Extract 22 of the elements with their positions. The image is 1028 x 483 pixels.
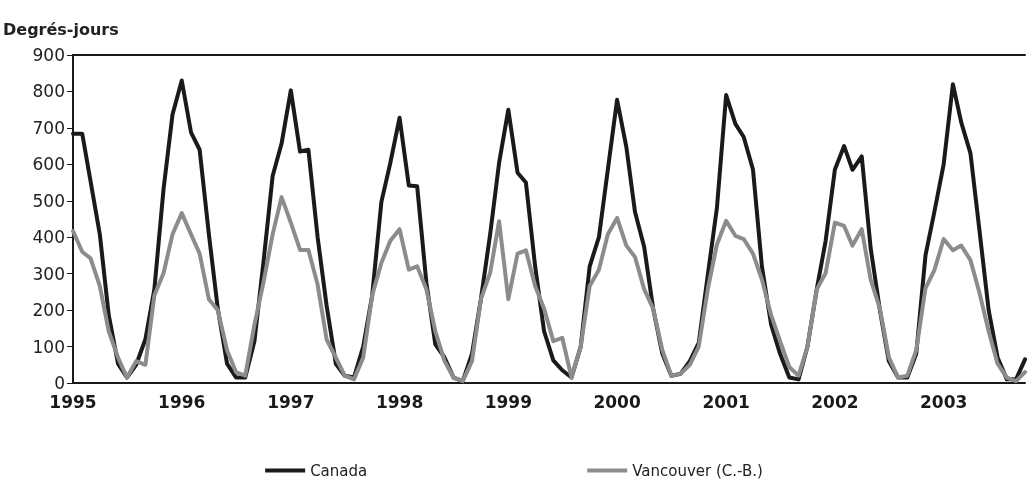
y-tick-label: 200: [32, 300, 65, 321]
x-tick-label: 2003: [919, 391, 968, 412]
y-tick-label: 500: [32, 190, 65, 211]
legend-label: Vancouver (C.-B.): [632, 461, 763, 480]
y-tick-label: 400: [32, 227, 65, 248]
x-tick-label: 2001: [702, 391, 750, 412]
y-tick-label: 900: [32, 45, 65, 65]
x-tick-label: 1997: [267, 391, 315, 412]
x-tick-label: 1996: [158, 391, 206, 412]
x-tick-label: 2002: [811, 391, 859, 412]
x-tick-label: 1995: [49, 391, 97, 412]
x-tick-label: 1999: [484, 391, 532, 412]
y-axis-title: Degrés-jours: [3, 19, 119, 39]
y-tick-label: 100: [32, 336, 65, 357]
y-tick-label: 700: [32, 117, 65, 138]
legend-label: Canada: [310, 461, 368, 480]
y-tick-label: 0: [54, 373, 65, 393]
y-tick-label: 600: [32, 154, 65, 175]
y-tick-label: 300: [32, 263, 65, 284]
y-tick-label: 800: [32, 81, 65, 102]
x-tick-label: 2000: [593, 391, 641, 412]
x-tick-label: 1998: [375, 391, 424, 412]
